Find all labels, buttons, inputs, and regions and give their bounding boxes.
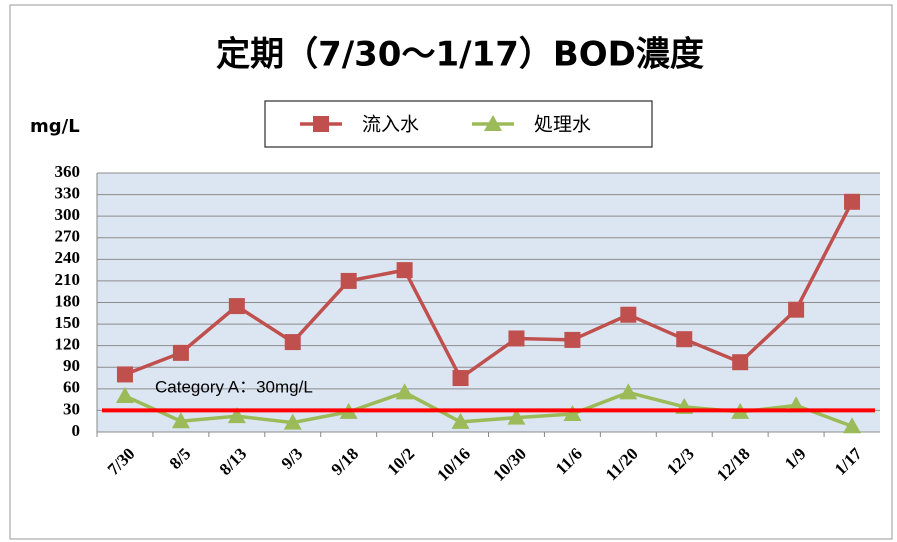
marker	[619, 383, 638, 400]
marker	[452, 370, 469, 387]
marker	[788, 301, 805, 318]
marker	[787, 396, 806, 413]
marker	[340, 272, 357, 289]
marker	[484, 115, 502, 131]
marker	[116, 366, 133, 383]
y-tick-label: 90	[63, 356, 80, 375]
marker	[508, 330, 525, 347]
y-tick-label: 150	[55, 313, 81, 332]
marker	[843, 417, 862, 434]
marker	[228, 298, 245, 315]
marker	[227, 407, 246, 424]
y-tick-label: 120	[55, 335, 81, 354]
y-axis-label: mg/L	[30, 116, 80, 137]
y-tick-label: 30	[63, 399, 80, 418]
marker	[564, 331, 581, 348]
marker	[620, 306, 637, 323]
legend-label: 流入水	[362, 114, 419, 136]
marker	[676, 331, 693, 348]
marker	[563, 405, 582, 422]
marker	[507, 408, 526, 425]
y-tick-label: 210	[55, 270, 81, 289]
series-line	[124, 200, 854, 381]
marker	[172, 344, 189, 361]
y-tick-label: 270	[55, 227, 81, 246]
chart-title: 定期（7/30～1/17）BOD濃度	[216, 35, 704, 75]
y-tick-label: 0	[72, 421, 81, 440]
y-tick-label: 60	[63, 378, 80, 397]
legend-label: 処理水	[534, 114, 591, 136]
y-tick-label: 360	[55, 162, 81, 181]
marker	[451, 412, 470, 429]
marker	[115, 387, 134, 404]
marker	[283, 413, 302, 430]
marker	[395, 383, 414, 400]
marker	[396, 262, 413, 279]
marker	[732, 354, 749, 371]
reference-label: Category A：30mg/L	[155, 377, 313, 396]
y-tick-label: 300	[55, 205, 81, 224]
marker	[844, 193, 861, 210]
marker	[313, 116, 329, 132]
y-tick-label: 330	[55, 183, 81, 202]
y-tick-label: 240	[55, 248, 81, 267]
marker	[171, 412, 190, 429]
y-tick-label: 180	[55, 291, 81, 310]
marker	[284, 334, 301, 351]
